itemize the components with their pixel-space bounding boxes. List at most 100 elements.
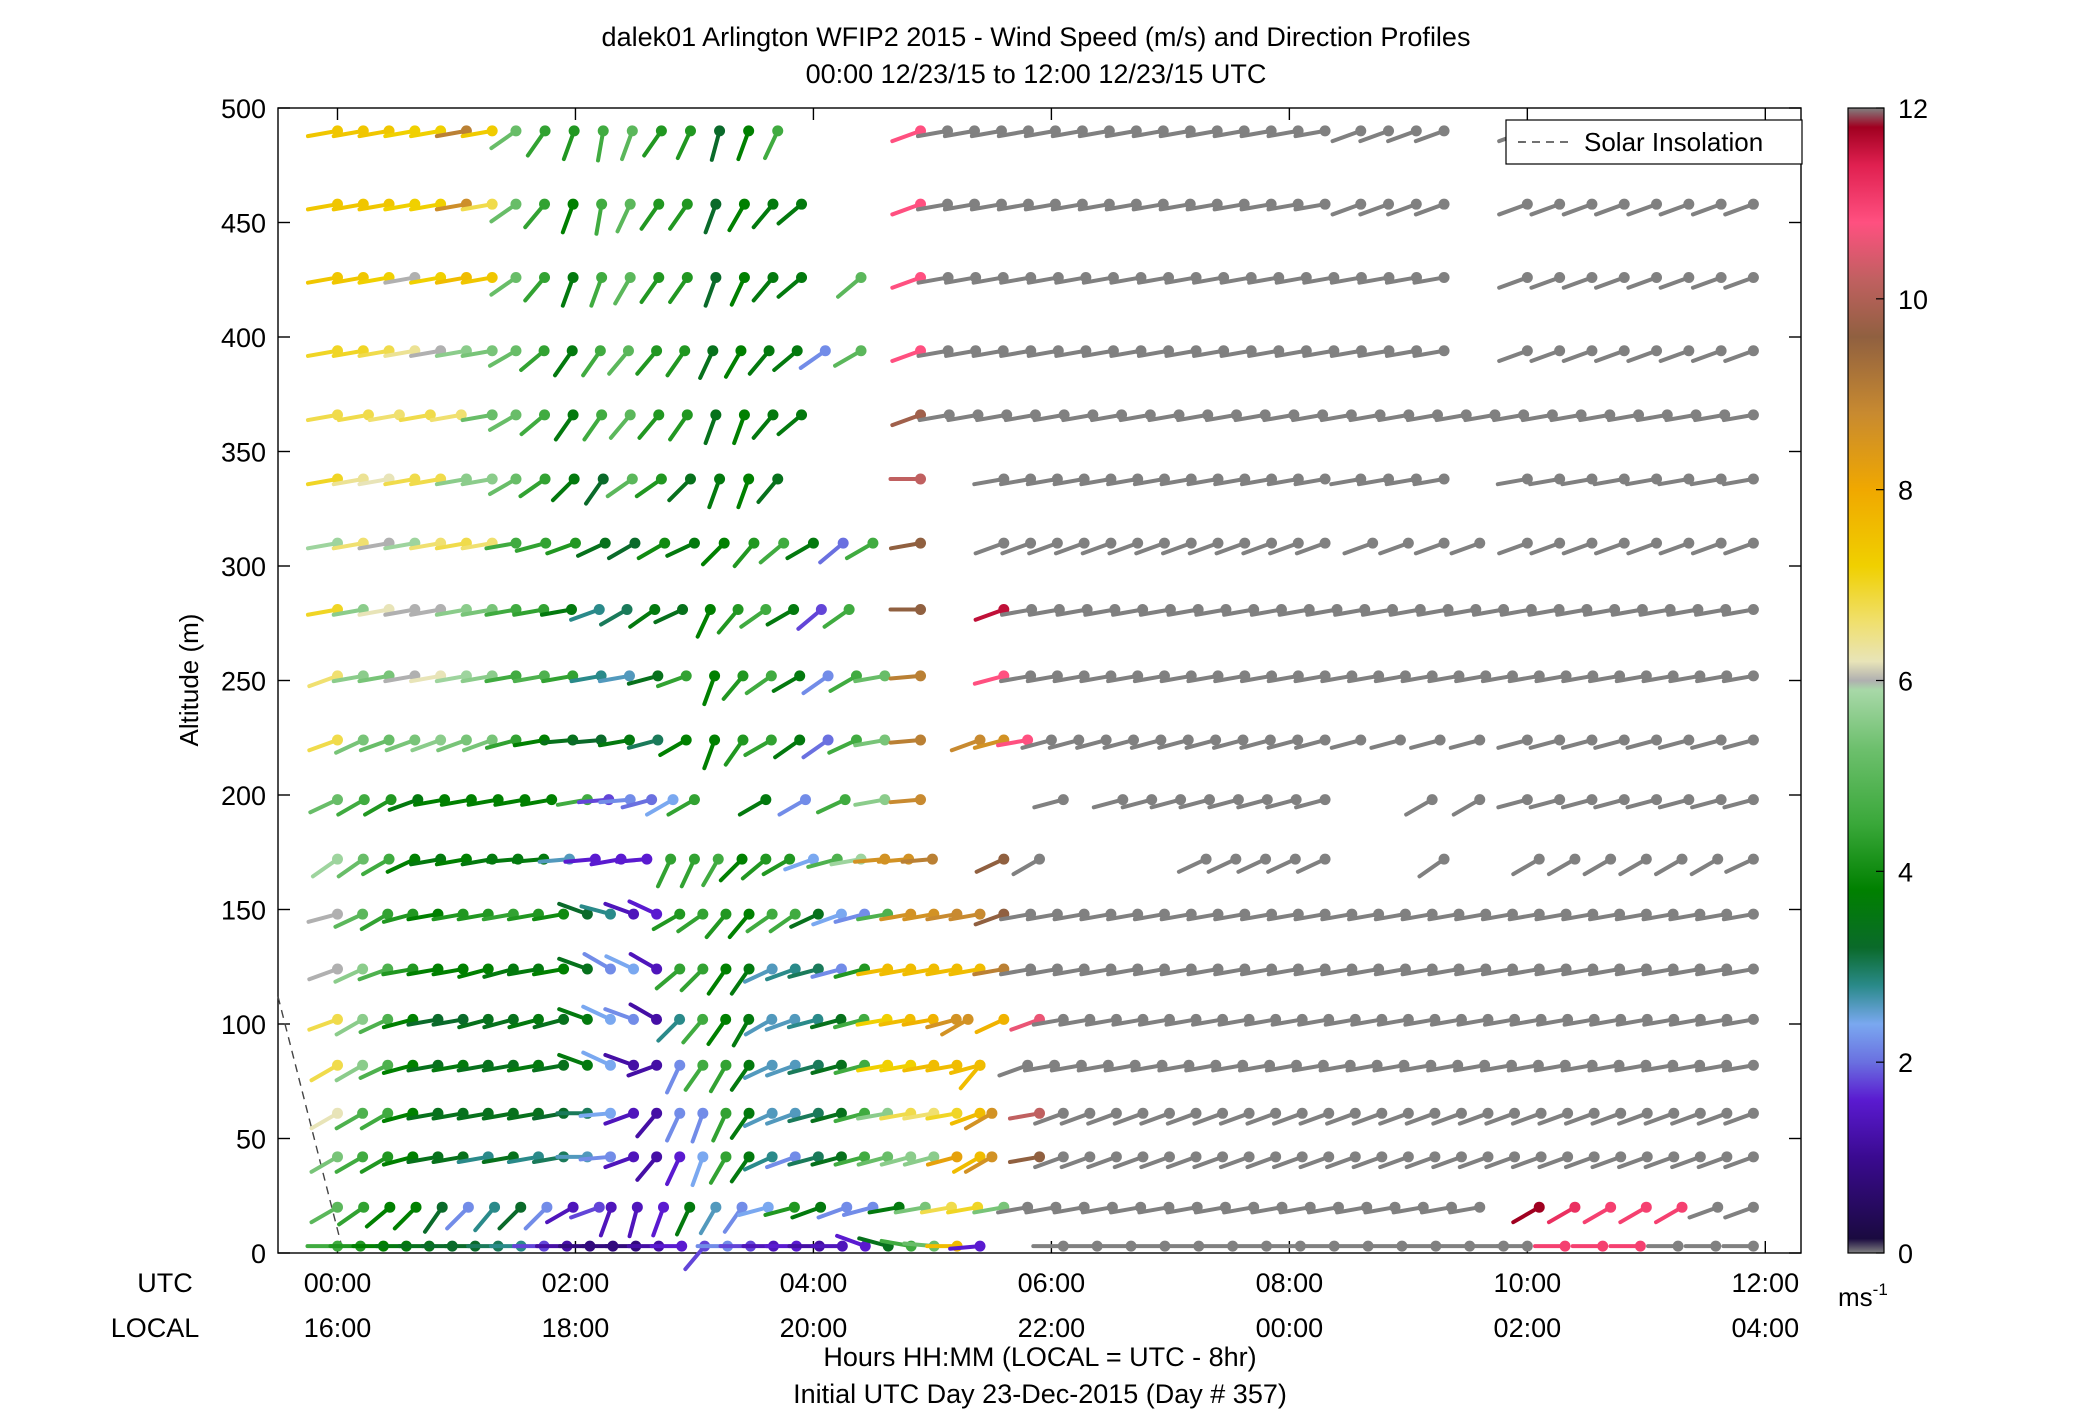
wind-barb-dot [674,1151,686,1163]
wind-barb [844,537,879,561]
wind-barb-dot [1264,734,1276,746]
wind-barb-dot [697,1151,709,1163]
wind-barb [729,1107,755,1140]
wind-barb [358,734,395,753]
wind-barb [742,1059,778,1080]
wind-barb [764,1013,801,1032]
wind-barb [963,1151,998,1174]
wind-barb [732,537,760,569]
wind-barb-dot [567,271,579,283]
wind-barb-dot [784,853,796,865]
wind-barb-dot [1618,345,1630,357]
altitude-row [305,1233,1759,1272]
legend: Solar Insolation [1505,119,1803,165]
wind-barb-dot [1521,345,1533,357]
wind-barb [1721,1059,1759,1073]
wind-barb-dot [1127,734,1139,746]
wind-barb-dot [539,271,551,283]
wind-barb [833,345,867,368]
wind-barb-dot [1554,198,1566,210]
wind-barb-dot [789,963,801,975]
wind-barb [1561,345,1598,364]
wind-barb [1670,1151,1706,1170]
wind-barb [1011,853,1045,877]
wind-barb [1658,271,1695,290]
wind-barb [856,1151,894,1167]
wind-barb-dot [732,604,744,616]
wind-barb [1570,1240,1609,1252]
wind-barb-dot [510,345,522,357]
wind-barb-dot [1383,198,1395,210]
wind-barb-dot [604,1107,616,1119]
wind-barb [1369,1240,1408,1252]
wind-barb [460,473,498,487]
wind-barb [683,1059,709,1092]
wind-barb [758,537,790,565]
wind-barb [751,271,779,303]
wind-barb [1403,1240,1442,1252]
wind-barb [665,1151,686,1187]
wind-barb [853,670,891,684]
wind-barb [429,409,467,423]
wind-barb [835,1233,871,1252]
wind-barb-dot [1634,1240,1646,1252]
wind-barb-dot [697,1059,709,1071]
wind-barb [879,1151,917,1167]
wind-barb [436,734,472,753]
wind-barb-dot [1640,853,1652,865]
wind-barb-dot [358,794,370,806]
wind-barb [703,198,722,235]
wind-barb-dot [331,1059,343,1071]
wind-barb [431,963,469,977]
wind-barb [557,956,593,975]
wind-barb-dot [1554,537,1566,549]
altitude-row [307,952,1759,996]
wind-barb [1293,125,1331,139]
wind-barb [822,604,855,629]
wind-barb-dot [1683,271,1695,283]
wind-barb [1271,1151,1308,1170]
wind-barb [599,604,633,627]
x-tick-label-utc: 02:00 [542,1268,610,1298]
wind-barb [765,1107,801,1126]
wind-barb [1431,1107,1467,1126]
wind-barb-dot [628,1059,640,1071]
wind-barb-dot [1137,1107,1149,1119]
wind-barb-dot [1349,1151,1361,1163]
wind-barb-dot [1193,1240,1205,1252]
wind-barb [737,794,772,817]
wind-barb-dot [1615,1107,1627,1119]
wind-barb [310,853,343,879]
wind-barb [1497,537,1533,556]
wind-barb-dot [1137,1151,1149,1163]
wind-barb [1358,125,1395,144]
wind-barb [1265,794,1302,810]
wind-barb-dot [460,734,472,746]
wind-barb [1161,537,1197,556]
wind-barb-dot [1747,537,1759,549]
wind-barb-dot [788,1201,800,1213]
wind-barb-dot [596,409,608,421]
wind-barb-dot [974,1240,986,1252]
wind-barb-dot [791,345,803,357]
wind-barb-dot [331,734,343,746]
wind-barb-dot [743,1059,755,1071]
wind-barb-dot [1747,1059,1759,1071]
wind-barb-dot [532,1013,544,1025]
wind-barb-dot [357,1013,369,1025]
wind-barb-dot [1533,1201,1545,1213]
wind-barb-dot [383,734,395,746]
wind-barb [1047,734,1085,750]
wind-barb [359,1151,394,1174]
wind-barb-dot [720,1151,732,1163]
wind-barb [772,345,803,373]
wind-barb [635,345,663,376]
x-tick-label-utc: 00:00 [304,1268,372,1298]
wind-barb-dot [812,963,824,975]
wind-barb [1413,198,1450,217]
wind-barb-dot [789,1013,801,1025]
wind-barb-dot [596,271,608,283]
wind-barb-dot [720,908,732,920]
wind-barb [489,125,522,151]
wind-barb [1448,1201,1486,1215]
